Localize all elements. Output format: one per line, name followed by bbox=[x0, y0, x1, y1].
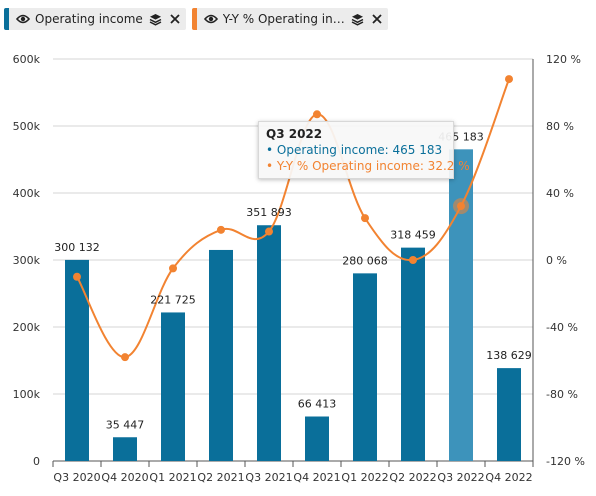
bar-data-label: 138 629 bbox=[486, 349, 532, 362]
close-icon[interactable] bbox=[170, 14, 180, 24]
y-right-tick-label: -40 % bbox=[546, 321, 578, 334]
layers-icon[interactable] bbox=[351, 13, 364, 26]
eye-icon[interactable] bbox=[16, 14, 30, 24]
bar-operating-income bbox=[353, 273, 377, 461]
bar-data-label: 66 413 bbox=[298, 398, 337, 411]
bar-data-label: 351 893 bbox=[246, 206, 292, 219]
x-tick-label: Q1 2022 bbox=[341, 471, 388, 484]
line-point bbox=[457, 202, 465, 211]
bar-data-label: 221 725 bbox=[150, 293, 196, 306]
x-tick-label: Q4 2021 bbox=[293, 471, 340, 484]
bar-operating-income bbox=[497, 368, 521, 461]
x-tick-label: Q2 2021 bbox=[197, 471, 244, 484]
legend-swatch bbox=[4, 8, 9, 30]
x-tick-label: Q4 2022 bbox=[485, 471, 532, 484]
close-icon[interactable] bbox=[372, 14, 382, 24]
line-point bbox=[121, 353, 129, 362]
line-point bbox=[217, 225, 225, 234]
bar-operating-income bbox=[401, 247, 425, 461]
x-tick-label: Q3 2022 bbox=[437, 471, 484, 484]
bar-operating-income bbox=[113, 437, 137, 461]
tooltip-row-yy-operating-income: • Y-Y % Operating income: 32.2 % bbox=[266, 159, 470, 173]
bar-operating-income bbox=[65, 259, 89, 461]
line-point bbox=[409, 256, 417, 264]
x-tick-label: Q1 2021 bbox=[149, 471, 196, 484]
x-tick-label: Q4 2020 bbox=[101, 471, 148, 484]
y-left-tick-label: 500k bbox=[13, 120, 41, 133]
y-left-tick-label: 100k bbox=[13, 388, 41, 401]
line-point bbox=[313, 110, 321, 119]
x-tick-label: Q3 2021 bbox=[245, 471, 292, 484]
y-left-tick-label: 400k bbox=[13, 187, 41, 200]
y-left-tick-label: 600k bbox=[13, 53, 41, 66]
bar-operating-income bbox=[209, 249, 233, 461]
line-point bbox=[505, 75, 513, 84]
legend-item-yy-operating-income[interactable]: Y-Y % Operating inco... bbox=[191, 8, 388, 30]
y-right-tick-label: 0 % bbox=[546, 254, 567, 267]
tooltip-row-operating-income: • Operating income: 465 183 bbox=[266, 143, 443, 157]
bar-data-label: 35 447 bbox=[106, 418, 145, 431]
y-right-tick-label: 40 % bbox=[546, 187, 574, 200]
x-tick-label: Q3 2020 bbox=[53, 471, 100, 484]
y-left-tick-label: 300k bbox=[13, 254, 41, 267]
bar-operating-income bbox=[161, 312, 185, 461]
y-left-tick-label: 200k bbox=[13, 321, 41, 334]
bar-operating-income bbox=[305, 416, 329, 461]
y-right-tick-label: -120 % bbox=[546, 455, 585, 468]
y-left-tick-label: 0 bbox=[33, 455, 40, 468]
line-point bbox=[73, 272, 81, 281]
bar-operating-income bbox=[257, 225, 281, 461]
line-point bbox=[169, 264, 177, 273]
bar-data-label: 300 132 bbox=[54, 241, 100, 254]
legend: Operating income Y-Y % Operating inco... bbox=[4, 8, 388, 30]
line-point bbox=[265, 227, 273, 236]
y-right-tick-label: -80 % bbox=[546, 388, 578, 401]
x-tick-label: Q2 2022 bbox=[389, 471, 436, 484]
tooltip-title: Q3 2022 bbox=[266, 127, 323, 141]
bar-data-label: 318 459 bbox=[390, 229, 436, 242]
tooltip: Q3 2022 • Operating income: 465 183 • Y-… bbox=[258, 121, 470, 179]
line-point bbox=[361, 214, 369, 223]
layers-icon[interactable] bbox=[149, 13, 162, 26]
legend-item-operating-income[interactable]: Operating income bbox=[4, 8, 186, 30]
y-right-tick-label: 80 % bbox=[546, 120, 574, 133]
y-right-tick-label: 120 % bbox=[546, 53, 581, 66]
eye-icon[interactable] bbox=[203, 14, 218, 24]
bar-data-label: 280 068 bbox=[342, 254, 388, 267]
bar-operating-income bbox=[449, 149, 473, 461]
legend-swatch bbox=[191, 8, 197, 30]
